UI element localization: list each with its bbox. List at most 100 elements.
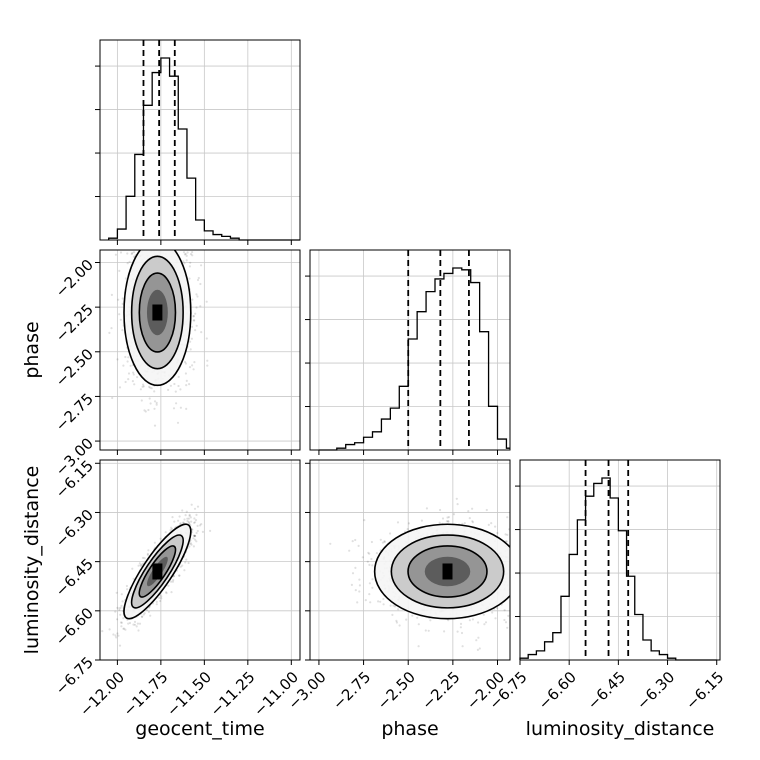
sample-point [506,626,509,629]
sample-point [180,247,182,249]
sample-point [471,507,474,510]
sample-point [511,577,513,579]
sample-point [189,340,192,343]
sample-point [491,611,494,614]
sample-point [447,520,450,523]
sample-point [504,621,508,624]
sample-point [516,574,518,576]
y-axis-label-phase: phase [21,321,43,378]
sample-point [180,236,182,238]
sample-point [348,549,351,552]
sample-point [118,644,122,647]
sample-point [116,358,119,361]
sample-point [128,260,131,263]
sample-point [129,364,132,367]
sample-point [514,564,516,566]
sample-point [114,634,117,637]
sample-point [185,384,188,387]
sample-point [171,527,174,531]
histogram-phase [318,267,510,451]
sample-point [139,388,142,391]
sample-point [475,639,478,642]
sample-point [196,529,199,533]
sample-point [148,215,150,217]
sample-point [148,243,150,245]
sample-point [177,519,180,522]
sample-point [193,521,197,524]
sample-point [126,252,129,255]
sample-point [143,409,146,412]
sample-point [195,324,198,327]
sample-point [377,600,380,603]
sample-point [181,509,184,512]
sample-point [363,519,366,522]
sample-point [123,627,126,630]
sample-point [193,319,196,322]
sample-point [101,630,104,633]
sample-point [439,508,442,512]
sample-point [149,247,151,249]
sample-point [503,618,506,622]
x-axis-label-luminosity_distance: luminosity_distance [526,718,715,740]
sample-point [185,407,188,410]
sample-point [115,636,118,639]
sample-point [141,556,145,560]
sample-point [371,578,374,581]
tick-label-x: −2.50 [374,668,419,713]
sample-point [192,537,195,540]
sample-point [196,524,199,528]
sample-point [382,603,385,606]
sample-point [398,624,401,627]
sample-point [119,621,123,624]
tick-label-y: −6.45 [52,555,97,600]
histogram-luminosity_distance [519,477,717,661]
sample-point [504,533,507,536]
sample-point [153,390,156,393]
sample-point [484,621,488,624]
sample-point [133,383,136,386]
sample-point [165,223,167,225]
sample-point [191,254,194,257]
sample-point [459,626,462,629]
sample-point [516,583,518,585]
tick-label-x: −11.75 [120,668,172,720]
x-axis-label-geocent_time: geocent_time [135,718,264,740]
sample-point [358,578,361,581]
sample-point [147,246,149,248]
tick-label-y: −6.30 [52,506,97,551]
sample-point [526,589,528,591]
sample-point [516,622,518,624]
sample-point [507,614,510,618]
sample-point [395,619,398,623]
sample-point [132,371,135,374]
sample-point [190,503,193,506]
tick-label-x: −2.75 [329,668,374,713]
sample-point [185,379,188,382]
sample-point [121,297,124,300]
sample-point [468,517,471,520]
sample-point [126,262,129,265]
tick-label-x: −6.60 [535,668,580,713]
sample-point [110,293,113,296]
sample-point [150,247,152,249]
sample-point [179,388,182,391]
sample-point [120,604,123,607]
sample-point [131,251,134,255]
sample-point [483,623,486,626]
sample-point [194,329,197,332]
sample-point [182,251,186,254]
sample-point [389,532,392,535]
sample-point [157,228,159,230]
sample-point [145,608,149,612]
sample-point [122,364,125,367]
sample-point [206,364,209,367]
density-peak [442,563,453,580]
sample-point [549,550,551,552]
sample-point [392,604,395,607]
sample-point [145,226,147,228]
sample-point [368,552,371,555]
sample-point [471,618,474,621]
sample-point [124,628,127,631]
sample-point [209,529,212,533]
